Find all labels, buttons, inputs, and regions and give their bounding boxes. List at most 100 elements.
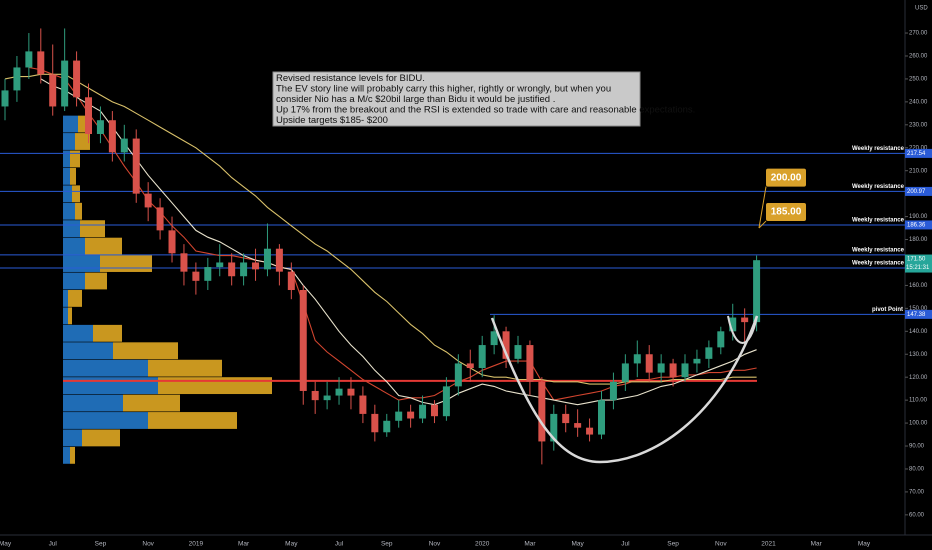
x-tick-label: May — [571, 541, 584, 548]
candle-body — [263, 248, 271, 270]
last-price-tag — [905, 254, 932, 273]
candle-body — [96, 120, 104, 134]
candle-body — [204, 267, 212, 281]
y-tick-label: 70.00 — [909, 489, 925, 495]
x-tick-label: Nov — [142, 541, 154, 548]
x-tick-label: Mar — [238, 541, 250, 548]
candle-body — [311, 390, 319, 401]
candle-body — [609, 381, 617, 401]
target-box — [766, 203, 806, 222]
level-label: Weekly resistance — [852, 261, 905, 267]
profile-down — [75, 202, 82, 220]
target-box — [766, 168, 806, 187]
note-line: Up 17% from the breakout and the RSI is … — [276, 105, 695, 116]
profile-up — [63, 202, 75, 220]
candle-body — [574, 423, 582, 428]
cup-pattern — [490, 315, 759, 464]
x-tick-label: Sep — [667, 541, 679, 548]
candle-body — [550, 413, 558, 442]
handle-pattern — [727, 315, 758, 344]
level-label: Weekly resistance — [852, 247, 905, 253]
x-tick-label: Nov — [715, 541, 727, 548]
candle-body — [430, 404, 438, 417]
candle-body — [717, 331, 725, 348]
y-tick-label: 80.00 — [909, 467, 925, 473]
level-label: Weekly resistance — [852, 218, 905, 224]
profile-up — [63, 394, 123, 412]
y-tick-label: 120.00 — [909, 375, 928, 381]
y-tick-label: 180.00 — [909, 237, 928, 243]
y-tick-label: 100.00 — [909, 421, 928, 427]
x-tick-label: Sep — [95, 541, 107, 548]
profile-down — [75, 133, 90, 150]
profile-down — [85, 272, 107, 290]
level-label: Weekly resistance — [852, 146, 905, 152]
candle-body — [299, 290, 307, 391]
x-tick-label: 2020 — [475, 541, 490, 548]
candle-body — [144, 193, 152, 208]
y-tick-label: 60.00 — [909, 512, 925, 518]
x-tick-label: Mar — [524, 541, 536, 548]
x-tick-label: May — [0, 541, 12, 548]
candle-body — [1, 90, 9, 107]
profile-down — [148, 412, 237, 429]
x-tick-label: Sep — [381, 541, 393, 548]
candle-body — [73, 60, 81, 98]
profile-up — [63, 150, 70, 168]
candle-body — [383, 420, 391, 433]
profile-down — [70, 150, 80, 168]
candle-body — [13, 67, 21, 91]
candle-body — [228, 262, 236, 277]
profile-up — [63, 307, 68, 325]
countdown-label: 15:21:31 — [906, 265, 930, 271]
price-tag-label: 217.54 — [907, 151, 926, 157]
note-line: Revised resistance levels for BIDU. — [276, 73, 425, 84]
profile-up — [63, 220, 80, 238]
profile-up — [63, 237, 85, 255]
candle-body — [693, 358, 701, 364]
target-label: 185.00 — [771, 207, 802, 218]
profile-down — [123, 394, 180, 412]
y-tick-label: 230.00 — [909, 122, 928, 128]
candle-body — [156, 207, 164, 231]
candle-body — [562, 413, 570, 424]
profile-down — [100, 255, 152, 272]
candle-body — [454, 363, 462, 387]
y-tick-label: 190.00 — [909, 214, 928, 220]
price-tag — [905, 309, 932, 319]
candle-body — [180, 253, 188, 272]
profile-up — [63, 167, 70, 185]
last-price-label: 171.50 — [907, 257, 926, 263]
candle-body — [287, 271, 295, 291]
moving-average — [4, 73, 757, 385]
candle-body — [526, 345, 534, 382]
y-tick-label: 140.00 — [909, 329, 928, 335]
candle-body — [502, 331, 510, 359]
levels — [0, 152, 905, 382]
profile-down — [82, 429, 120, 447]
axes: 60.00 70.00 80.00 90.00 100.00 110.00 120.00 13… — [0, 31, 928, 548]
candle-body — [621, 363, 629, 382]
profile-down — [93, 324, 122, 342]
candle-body — [478, 345, 486, 369]
candle-body — [216, 262, 224, 268]
profile-up — [63, 359, 148, 377]
candles — [1, 28, 761, 465]
candle-body — [347, 388, 355, 396]
candle-body — [240, 262, 248, 277]
x-tick-label: May — [285, 541, 298, 548]
candle-body — [657, 363, 665, 373]
y-tick-label: 110.00 — [909, 398, 928, 404]
price-tag — [905, 148, 932, 158]
candle-body — [598, 400, 605, 435]
profile-up — [63, 185, 72, 203]
candle-body — [753, 260, 761, 323]
target-pointer — [758, 220, 767, 229]
y-tick-label: 220.00 — [909, 145, 928, 151]
profile-up — [63, 412, 148, 429]
level-label: Weekly resistance — [852, 184, 905, 190]
y-tick-label: 250.00 — [909, 77, 928, 83]
profile-up — [63, 342, 113, 360]
profile-down — [70, 446, 75, 464]
